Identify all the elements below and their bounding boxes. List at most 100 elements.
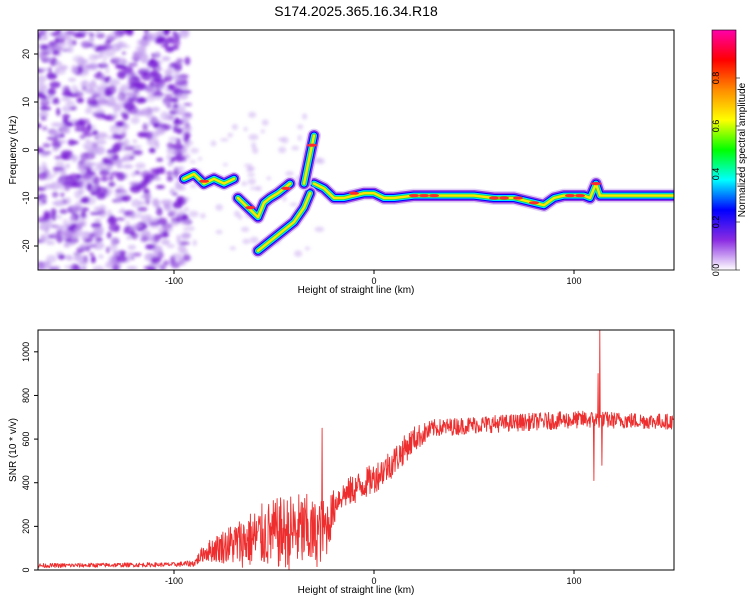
noise-blob [80,80,87,88]
noise-blob [181,90,192,95]
noise-blob [97,132,108,139]
noise-blob [158,166,166,175]
noise-blob [38,32,42,41]
noise-blob [155,167,160,175]
noise-blob [85,238,94,243]
noise-blob [62,118,69,125]
hot-spot [429,194,439,198]
noise-blob [111,239,116,247]
hot-spot [499,196,509,200]
faint-blob [297,135,302,141]
noise-blob [112,250,120,255]
hot-spot [281,186,291,190]
noise-blob [71,154,77,163]
noise-blob [138,132,148,138]
noise-blob [59,208,68,215]
noise-blob [138,44,147,54]
noise-blob [141,73,152,81]
snr-xlabel: Height of straight line (km) [298,585,415,596]
noise-blob [123,123,130,130]
noise-blob [120,194,132,202]
noise-blob [146,217,152,224]
noise-blob [64,265,75,269]
noise-blob [95,139,107,145]
noise-blob [158,37,166,42]
noise-blob [128,97,135,102]
noise-blob [152,72,163,81]
noise-blob [157,217,168,225]
spectrogram-xlabel: Height of straight line (km) [298,285,415,296]
noise-blob [131,199,141,208]
noise-blob [144,86,157,93]
noise-blob [74,200,82,210]
faint-blob [215,229,223,235]
faint-blob [233,210,241,217]
noise-blob [46,254,57,263]
noise-blob [51,49,60,56]
noise-blob [73,91,84,98]
noise-blob [153,234,161,243]
spectrogram-xtick-label: 100 [566,276,581,286]
snr-plot-area [38,330,674,570]
noise-blob [43,210,51,218]
noise-blob [66,256,75,262]
hot-spot [409,194,419,198]
noise-blob [180,241,191,246]
hot-spot [575,194,585,198]
noise-blob [181,213,188,222]
noise-blob [109,125,118,129]
noise-blob [150,256,161,264]
noise-blob [156,157,164,162]
colorbar-label: Normalized spectral amplitude [737,82,748,217]
faint-blob [241,181,248,186]
noise-blob [54,44,63,51]
noise-blob [38,201,46,206]
snr-ylabel: SNR (10 * v/v) [8,418,19,482]
noise-blob [51,122,63,127]
noise-blob [166,142,174,150]
noise-blob [42,143,51,148]
noise-blob [121,51,126,55]
noise-blob [109,31,121,40]
noise-blob [100,176,109,182]
noise-blob [163,30,170,36]
noise-blob [69,215,75,224]
faint-blob [231,123,238,130]
noise-blob [57,254,66,260]
noise-blob [90,255,96,264]
noise-blob [81,266,87,270]
noise-blob [83,166,92,171]
faint-blob [248,111,257,118]
noise-blob [147,59,157,68]
noise-blob [140,194,153,200]
noise-blob [86,96,97,106]
noise-blob [105,246,110,254]
noise-blob [175,77,184,82]
faint-blob [189,160,196,164]
noise-blobs [38,30,325,270]
snr-ytick-label: 200 [21,519,31,534]
noise-blob [91,79,96,84]
noise-blob [62,218,69,226]
noise-blob [149,82,154,87]
noise-blob [156,67,163,72]
noise-blob [169,187,176,195]
hot-spot [489,196,499,200]
noise-blob [70,65,78,74]
noise-blob [116,164,123,169]
noise-blob [146,32,154,42]
noise-blob [175,68,180,75]
noise-blob [46,95,52,101]
noise-blob [176,196,183,205]
faint-blob [184,139,194,146]
noise-blob [38,186,47,191]
noise-blob [83,145,91,151]
noise-blob [92,93,101,98]
noise-blob [106,149,118,154]
noise-blob [165,171,174,176]
noise-blob [182,253,191,262]
noise-blob [102,56,108,61]
faint-blob [248,133,259,141]
